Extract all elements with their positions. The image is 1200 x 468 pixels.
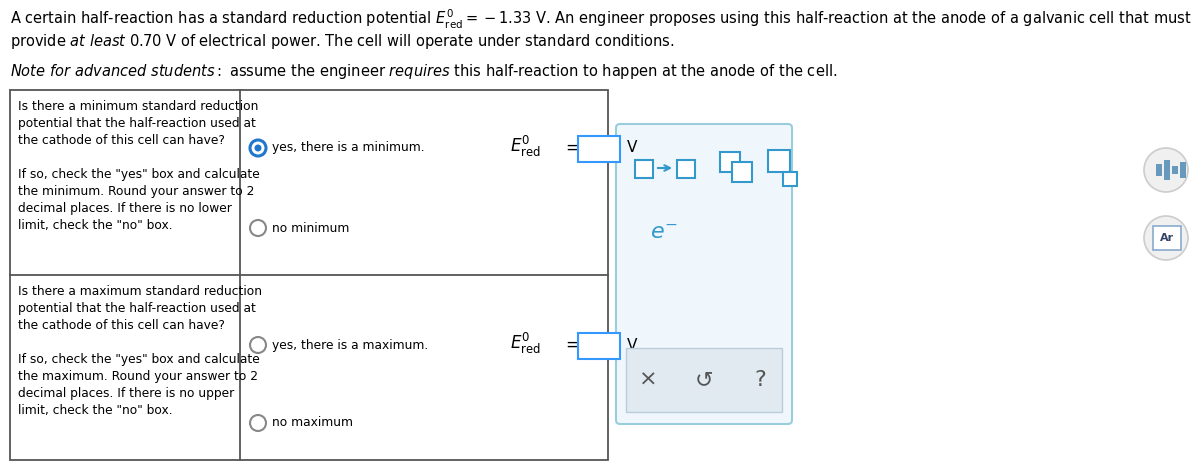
Circle shape [250,415,266,431]
Text: V: V [628,140,637,155]
Bar [626,348,782,412]
Text: yes, there is a minimum.: yes, there is a minimum. [272,141,425,154]
Text: $E^{0}_{\mathrm{red}}$: $E^{0}_{\mathrm{red}}$ [510,133,541,159]
Bar [1153,226,1181,250]
Text: Is there a minimum standard reduction
potential that the half-reaction used at
t: Is there a minimum standard reduction po… [18,100,259,232]
Bar [635,160,653,178]
Bar [1164,160,1170,180]
Text: =: = [565,139,578,157]
Text: A certain half-reaction has a standard reduction potential $E^{0}_{\mathrm{red}}: A certain half-reaction has a standard r… [10,8,1192,31]
Bar [720,152,740,172]
Circle shape [250,140,266,156]
Text: $\it{Note\ for\ advanced\ students:}$ assume the engineer $\it{requires}$ this h: $\it{Note\ for\ advanced\ students:}$ as… [10,62,838,81]
Bar [578,333,620,359]
Bar [784,172,797,186]
Text: Is there a maximum standard reduction
potential that the half-reaction used at
t: Is there a maximum standard reduction po… [18,285,262,417]
Circle shape [250,220,266,236]
Text: no minimum: no minimum [272,221,349,234]
Text: $\it{e}^{-}$: $\it{e}^{-}$ [650,223,678,243]
Circle shape [254,145,262,152]
Circle shape [1144,148,1188,192]
Bar [732,162,752,182]
Bar [768,150,790,172]
Text: =: = [565,336,578,354]
Bar [677,160,695,178]
Text: no maximum: no maximum [272,417,353,430]
Bar [10,90,608,460]
Bar [1156,164,1162,176]
Text: V: V [628,337,637,352]
FancyBboxPatch shape [616,124,792,424]
Text: Ar: Ar [1160,233,1174,243]
Text: $E^{0}_{\mathrm{red}}$: $E^{0}_{\mathrm{red}}$ [510,330,541,356]
Bar [578,136,620,162]
Text: ×: × [638,370,658,390]
Bar [1172,166,1178,174]
Text: ?: ? [754,370,766,390]
Bar [1180,162,1186,178]
Circle shape [250,337,266,353]
Text: ↺: ↺ [695,370,713,390]
Circle shape [1144,216,1188,260]
Text: yes, there is a maximum.: yes, there is a maximum. [272,338,428,351]
Text: provide $\it{at\ least}$ 0.70 V of electrical power. The cell will operate under: provide $\it{at\ least}$ 0.70 V of elect… [10,32,674,51]
